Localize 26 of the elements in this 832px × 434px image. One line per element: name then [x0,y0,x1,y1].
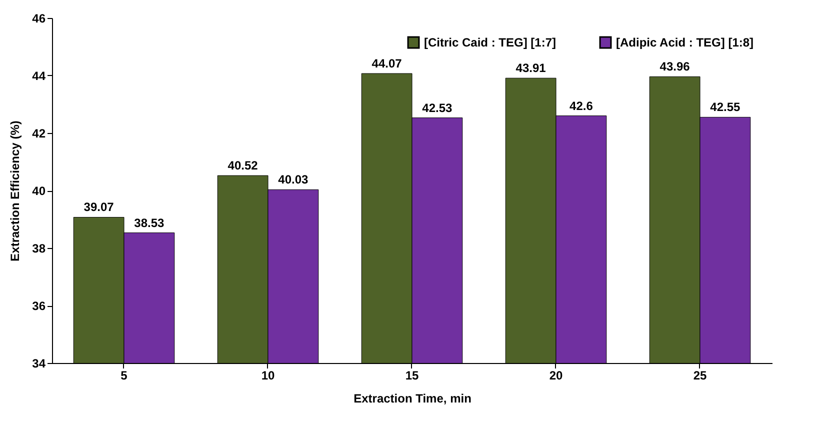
data-label: 40.52 [228,158,258,173]
data-label: 43.91 [516,61,546,76]
y-tick-label: 40 [32,184,46,198]
y-tick-label: 46 [32,12,46,26]
x-tick-label: 15 [405,368,419,382]
data-label: 38.53 [134,216,165,230]
legend-label: [Citric Caid : TEG] [1:7] [424,36,556,50]
y-tick-label: 36 [32,299,46,313]
x-tick-label: 25 [693,368,707,382]
x-tick-label: 20 [549,368,563,382]
data-label: 42.55 [710,100,741,114]
legend-label: [Adipic Acid : TEG] [1:8] [616,36,754,50]
data-label: 39.07 [84,200,114,214]
x-tick-label: 10 [261,368,275,382]
x-axis-title: Extraction Time, min [354,392,472,406]
data-label: 44.07 [372,56,402,70]
x-tick-label: 5 [120,368,128,382]
data-label: 42.6 [570,98,594,113]
y-tick-label: 44 [32,69,46,83]
y-tick-label: 34 [32,356,46,370]
data-label: 42.53 [422,100,453,115]
y-axis-title: Extraction Efficiency (%) [8,120,22,262]
data-label: 43.96 [660,60,690,74]
data-label: 40.03 [278,172,309,187]
y-tick-label: 42 [32,126,46,140]
y-tick-label: 38 [32,242,46,256]
